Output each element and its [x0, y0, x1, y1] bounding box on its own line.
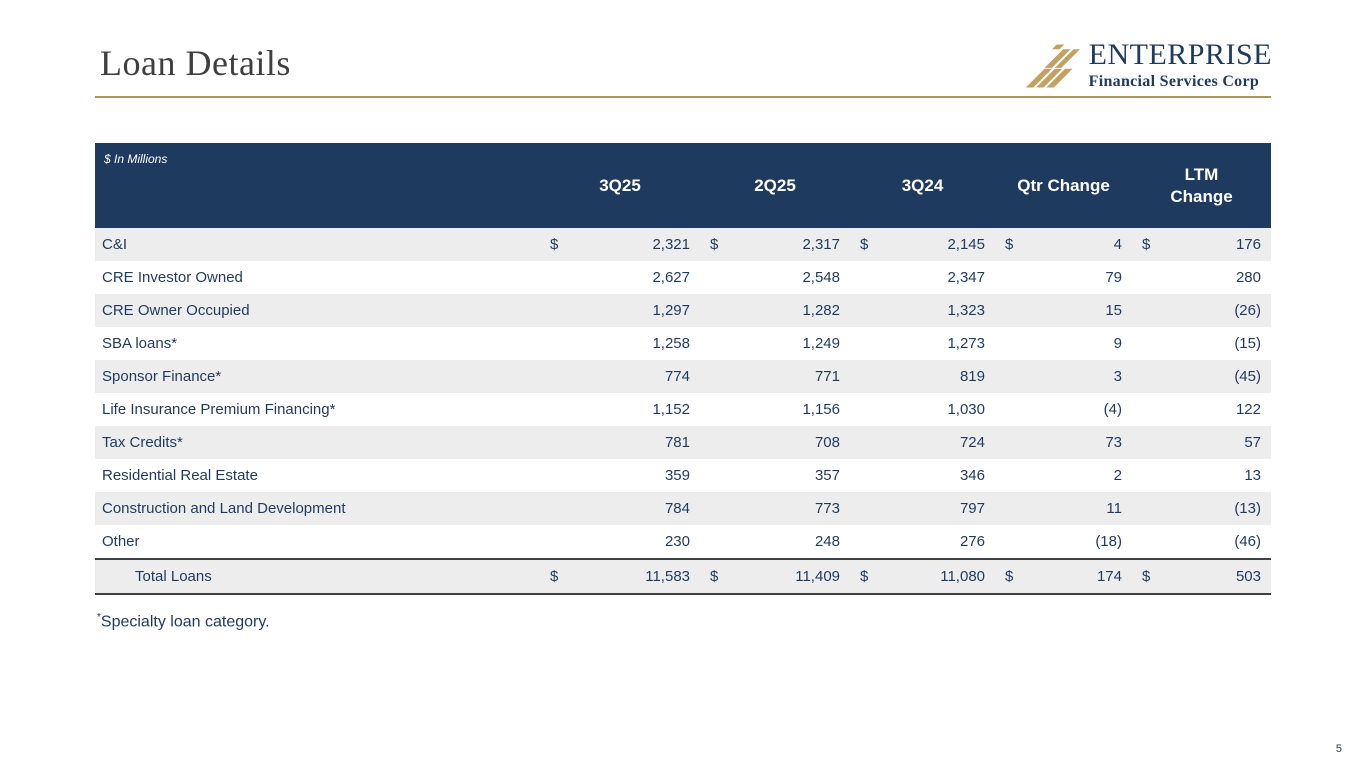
- loan-table-body: C&I $2,321 $2,317 $2,145 $4 $176 CRE Inv…: [95, 228, 1271, 595]
- unit-note: $ In Millions: [104, 152, 168, 166]
- row-label: Sponsor Finance*: [102, 368, 222, 385]
- logo-text: ENTERPRISE Financial Services Corp: [1089, 40, 1272, 91]
- row-value-qtr-change: $174: [995, 558, 1132, 595]
- table-row: SBA loans* 1,258 1,249 1,273 9 (15): [95, 327, 1271, 360]
- row-value-2q25: 708: [814, 434, 840, 451]
- table-row: CRE Owner Occupied 1,297 1,282 1,323 15 …: [95, 294, 1271, 327]
- table-header-row: $ In Millions 3Q25 2Q25 3Q24 Qtr Change …: [95, 143, 1271, 228]
- row-value-3q25: 1,297: [652, 302, 690, 319]
- footnote-marker: *: [97, 612, 101, 623]
- row-value-3q24: 724: [959, 434, 985, 451]
- column-header-qtr-change: Qtr Change: [995, 143, 1132, 228]
- row-value-3q24: 1,030: [947, 401, 985, 418]
- row-value-2q25: 2,548: [802, 269, 840, 286]
- table-row: Residential Real Estate 359 357 346 2 13: [95, 459, 1271, 492]
- row-value-ltm-change: (46): [1234, 533, 1261, 550]
- row-value-ltm-change: (45): [1234, 368, 1261, 385]
- row-value-qtr-change: $4: [1005, 236, 1122, 253]
- row-value-ltm-change: (26): [1234, 302, 1261, 319]
- column-header-ltm-change: LTM Change: [1132, 143, 1271, 228]
- logo-company-subtitle: Financial Services Corp: [1088, 73, 1260, 90]
- row-value-2q25: 1,282: [802, 302, 840, 319]
- title-divider: [95, 96, 1271, 98]
- row-value-qtr-change: 11: [1106, 500, 1122, 517]
- row-value-3q24: 819: [959, 368, 985, 385]
- row-label: Tax Credits*: [102, 434, 183, 451]
- row-value-qtr-change: (4): [1103, 401, 1122, 418]
- row-value-2q25: 773: [814, 500, 840, 517]
- company-logo: ENTERPRISE Financial Services Corp: [1024, 40, 1272, 91]
- column-header-2q25: 2Q25: [700, 143, 850, 228]
- row-value-ltm-change: $176: [1142, 236, 1261, 253]
- row-label: Construction and Land Development: [102, 500, 346, 517]
- row-value-ltm-change: 122: [1235, 401, 1261, 418]
- logo-stripes-icon: [1025, 44, 1080, 88]
- row-value-3q24: $11,080: [850, 558, 995, 595]
- row-value-3q25: 784: [664, 500, 690, 517]
- table-row: Total Loans $11,583 $11,409 $11,080 $174…: [95, 558, 1271, 595]
- row-value-3q25: 774: [664, 368, 690, 385]
- column-header-3q25: 3Q25: [540, 143, 700, 228]
- row-value-3q24: 346: [959, 467, 985, 484]
- row-label: SBA loans*: [102, 335, 178, 352]
- row-value-3q25: $2,321: [550, 236, 690, 253]
- table-row: Sponsor Finance* 774 771 819 3 (45): [95, 360, 1271, 393]
- table-row: Other 230 248 276 (18) (46): [95, 525, 1271, 559]
- row-value-3q24: 797: [959, 500, 985, 517]
- table-row: Construction and Land Development 784 77…: [95, 492, 1271, 525]
- row-value-ltm-change: (15): [1234, 335, 1261, 352]
- row-label: Other: [102, 533, 140, 550]
- row-value-3q24: 1,323: [947, 302, 985, 319]
- row-value-3q25: 1,258: [652, 335, 690, 352]
- row-value-3q25: 359: [664, 467, 690, 484]
- row-value-2q25: $11,409: [700, 558, 850, 595]
- row-label: CRE Owner Occupied: [102, 302, 250, 319]
- row-value-3q25: 2,627: [652, 269, 690, 286]
- row-value-qtr-change: 2: [1113, 467, 1122, 484]
- row-label: Life Insurance Premium Financing*: [102, 401, 336, 418]
- row-label: CRE Investor Owned: [102, 269, 243, 286]
- row-value-2q25: 771: [814, 368, 840, 385]
- row-label: C&I: [102, 236, 128, 253]
- row-value-ltm-change: (13): [1234, 500, 1261, 517]
- row-value-ltm-change: 280: [1235, 269, 1261, 286]
- row-value-ltm-change: 13: [1244, 467, 1261, 484]
- row-value-2q25: 248: [814, 533, 840, 550]
- row-value-3q24: 276: [959, 533, 985, 550]
- row-value-qtr-change: 9: [1113, 335, 1122, 352]
- row-value-3q25: 1,152: [652, 401, 690, 418]
- row-value-2q25: $2,317: [710, 236, 840, 253]
- row-value-qtr-change: (18): [1095, 533, 1122, 550]
- row-label: Total Loans: [95, 558, 540, 595]
- row-value-2q25: 1,249: [802, 335, 840, 352]
- row-value-3q24: 2,347: [947, 269, 985, 286]
- page-number: 5: [1335, 743, 1342, 755]
- logo-company-name: ENTERPRISE: [1088, 38, 1272, 71]
- column-header-3q24: 3Q24: [850, 143, 995, 228]
- row-value-3q25: 781: [664, 434, 690, 451]
- footnote: *Specialty loan category.: [97, 612, 270, 631]
- row-value-3q25: 230: [664, 533, 690, 550]
- row-value-qtr-change: 3: [1113, 368, 1122, 385]
- row-value-qtr-change: 73: [1105, 434, 1122, 451]
- row-value-ltm-change: 57: [1244, 434, 1261, 451]
- table-row: Tax Credits* 781 708 724 73 57: [95, 426, 1271, 459]
- row-value-3q24: 1,273: [947, 335, 985, 352]
- row-value-2q25: 1,156: [802, 401, 840, 418]
- table-row: CRE Investor Owned 2,627 2,548 2,347 79 …: [95, 261, 1271, 294]
- row-value-2q25: 357: [814, 467, 840, 484]
- row-value-ltm-change: $503: [1132, 558, 1271, 595]
- page-title: Loan Details: [100, 43, 291, 83]
- table-row: C&I $2,321 $2,317 $2,145 $4 $176: [95, 228, 1271, 261]
- footnote-text: Specialty loan category.: [100, 613, 270, 631]
- row-value-qtr-change: 15: [1105, 302, 1122, 319]
- table-row: Life Insurance Premium Financing* 1,152 …: [95, 393, 1271, 426]
- row-label: Residential Real Estate: [102, 467, 258, 484]
- row-value-3q25: $11,583: [540, 558, 700, 595]
- row-value-3q24: $2,145: [860, 236, 985, 253]
- unit-note-cell: $ In Millions: [95, 143, 540, 228]
- loan-table: $ In Millions 3Q25 2Q25 3Q24 Qtr Change …: [95, 143, 1271, 595]
- row-value-qtr-change: 79: [1105, 269, 1122, 286]
